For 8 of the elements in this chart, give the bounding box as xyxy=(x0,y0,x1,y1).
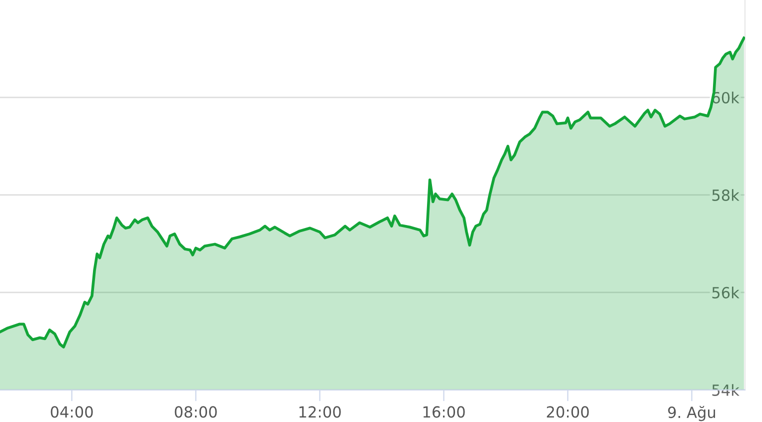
x-tick-label: 20:00 xyxy=(546,406,589,418)
y-tick-label: 58k xyxy=(712,189,740,201)
x-tick-label: 16:00 xyxy=(423,406,465,418)
x-tick-label: 04:00 xyxy=(50,406,93,418)
x-tick-label: 9. Ağu xyxy=(668,406,716,422)
x-tick-label: 12:00 xyxy=(299,406,341,418)
x-tick-label: 08:00 xyxy=(174,406,217,418)
y-tick-label: 56k xyxy=(712,286,740,298)
